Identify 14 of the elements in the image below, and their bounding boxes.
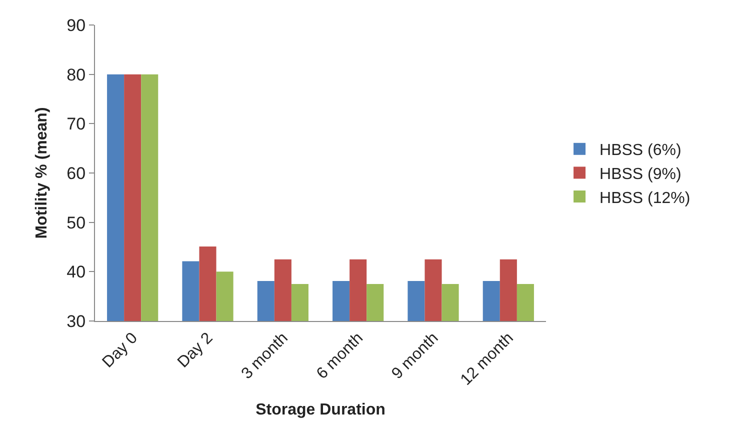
y-tick-label: 30 bbox=[66, 312, 86, 331]
y-tick-label: 90 bbox=[66, 16, 86, 35]
legend-label: HBSS (12%) bbox=[600, 190, 690, 207]
y-tick-label: 50 bbox=[66, 213, 86, 232]
y-tick-label: 40 bbox=[66, 262, 86, 282]
y-tick-label: 60 bbox=[66, 164, 86, 183]
legend-label: HBSS (9%) bbox=[600, 166, 682, 183]
x-tick-label: Day 2 bbox=[174, 330, 216, 372]
x-tick-label: Day 0 bbox=[99, 330, 142, 372]
y-axis-title: Motility % (mean) bbox=[34, 107, 51, 239]
x-axis-title: Storage Duration bbox=[256, 402, 386, 419]
y-tick-label: 70 bbox=[66, 114, 86, 134]
legend-label: HBSS (6%) bbox=[600, 142, 682, 160]
y-tick-label: 80 bbox=[66, 65, 86, 84]
